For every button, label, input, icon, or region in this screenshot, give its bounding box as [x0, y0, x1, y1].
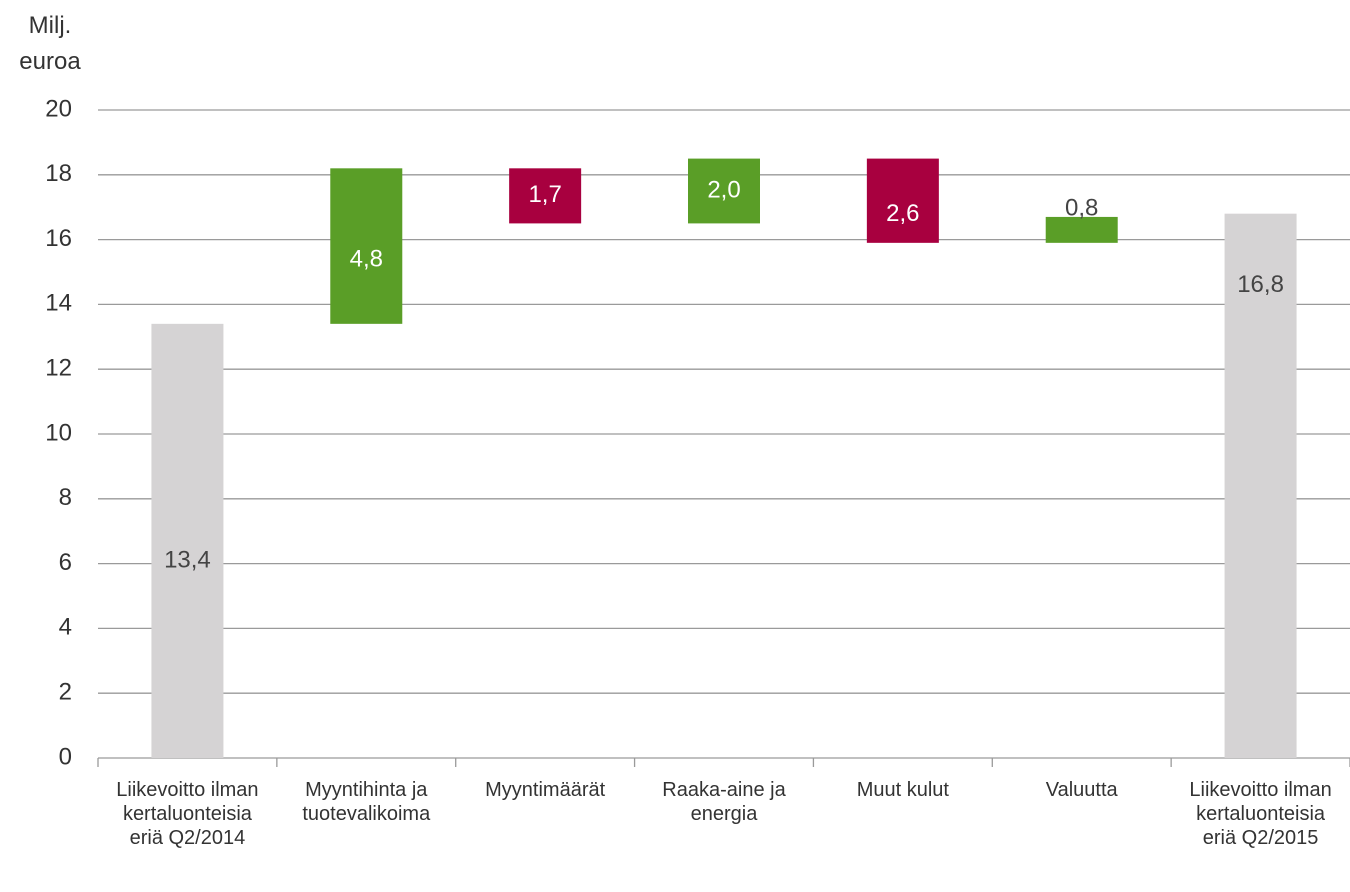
- y-tick-label: 2: [59, 679, 72, 706]
- x-tick-label: Muut kulut: [856, 779, 949, 801]
- y-tick-label: 6: [59, 549, 72, 576]
- x-tick-label: Liikevoitto ilman kertaluonteisia eriä Q…: [1189, 779, 1332, 849]
- x-tick-label: Liikevoitto ilman kertaluonteisia eriä Q…: [116, 779, 259, 849]
- y-tick-label: 8: [59, 484, 72, 511]
- y-tick-label: 20: [45, 95, 72, 122]
- value-label: 4,8: [350, 245, 383, 272]
- bar: [688, 158, 760, 224]
- value-label: 13,4: [164, 546, 211, 573]
- y-tick-label: 10: [45, 419, 72, 446]
- bar: [1224, 213, 1297, 758]
- bar: [509, 168, 582, 224]
- value-label: 1,7: [528, 181, 561, 208]
- y-tick-label: 12: [45, 355, 72, 382]
- value-label: 16,8: [1237, 271, 1284, 298]
- value-label: 2,0: [707, 176, 740, 203]
- bar: [866, 158, 939, 243]
- bar: [1045, 216, 1118, 243]
- y-tick-label: 18: [45, 160, 72, 187]
- value-label: 2,6: [886, 200, 919, 227]
- x-tick-label: Valuutta: [1045, 779, 1118, 801]
- y-tick-label: 14: [45, 290, 72, 317]
- y-axis-label: Milj. euroa: [19, 12, 81, 75]
- y-tick-label: 4: [59, 614, 72, 641]
- y-tick-label: 16: [45, 225, 72, 252]
- x-tick-label: Raaka-aine ja energia: [662, 779, 786, 825]
- value-label: 0,8: [1065, 194, 1098, 221]
- x-tick-label: Myyntimäärät: [485, 779, 606, 801]
- bar: [330, 168, 403, 324]
- y-tick-label: 0: [59, 743, 72, 770]
- x-tick-label: Myyntihinta ja tuotevalikoima: [302, 779, 431, 825]
- bar: [151, 323, 224, 758]
